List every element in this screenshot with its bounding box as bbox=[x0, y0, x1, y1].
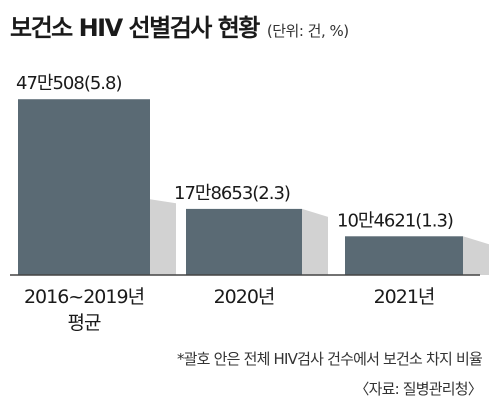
data-label: 10만4621(1.3) bbox=[337, 210, 453, 231]
bar bbox=[186, 208, 302, 275]
data-label: 17만8653(2.3) bbox=[174, 183, 290, 204]
chart-title: 보건소 HIV 선별검사 현황 bbox=[10, 14, 260, 42]
bar-shadow bbox=[302, 208, 328, 275]
bar-shadow bbox=[150, 199, 176, 275]
x-tick-label: 2020년 bbox=[214, 286, 275, 308]
header: 보건소 HIV 선별검사 현황 (단위: 건, %) bbox=[10, 8, 349, 43]
bar bbox=[18, 99, 150, 275]
x-tick-label: 2016~2019년 bbox=[24, 286, 144, 308]
bar-shadow bbox=[463, 236, 489, 275]
bar bbox=[345, 236, 463, 275]
footnote: *괄호 안은 전체 HIV검사 건수에서 보건소 차지 비율 bbox=[176, 350, 483, 368]
x-tick-label: 2021년 bbox=[374, 286, 435, 308]
x-tick-label: 평균 bbox=[68, 312, 101, 334]
unit-label: (단위: 건, %) bbox=[266, 22, 349, 40]
data-label: 47만508(5.8) bbox=[16, 73, 122, 94]
source-note: 〈자료: 질병관리청〉 bbox=[354, 380, 482, 398]
